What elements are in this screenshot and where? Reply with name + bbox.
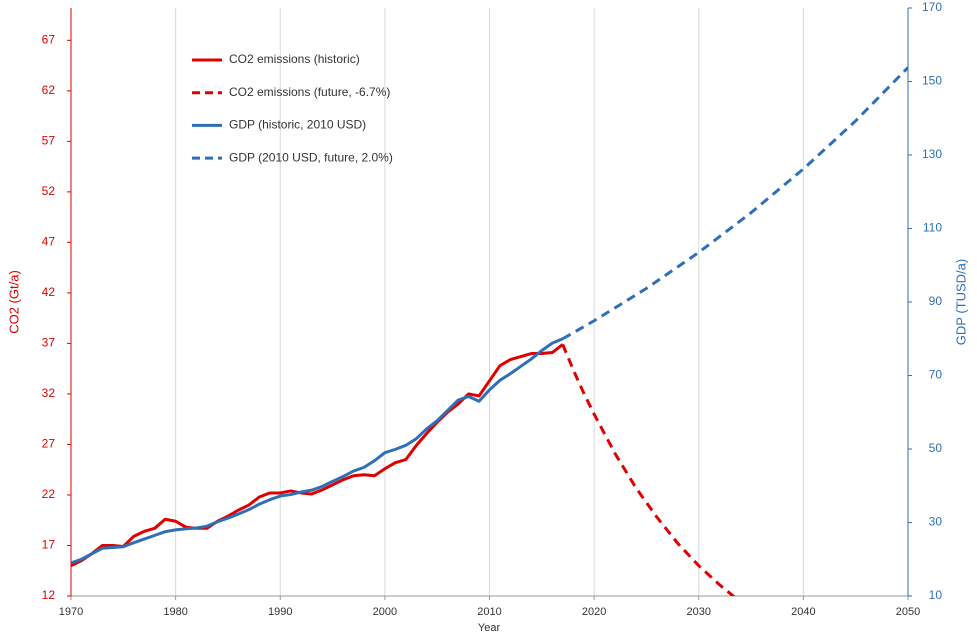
legend-label: CO2 emissions (future, -6.7%) (229, 85, 390, 99)
y-tick-label: 17 (42, 538, 56, 552)
x-tick-label: 1970 (59, 606, 83, 618)
x-tick-label: 1990 (268, 606, 292, 618)
x-axis-label: Year (478, 622, 501, 634)
y-tick-label: 52 (42, 184, 56, 198)
y2-tick-label: 130 (922, 147, 942, 161)
x-tick-label: 2040 (791, 606, 815, 618)
x-tick-label: 2050 (896, 606, 920, 618)
x-tick-label: 2030 (687, 606, 711, 618)
y2-tick-label: 110 (923, 221, 942, 235)
y2-tick-label: 150 (922, 74, 942, 88)
legend-label: GDP (2010 USD, future, 2.0%) (229, 150, 393, 164)
plot-area (71, 66, 908, 596)
series-line (561, 66, 908, 341)
x-tick-label: 1980 (163, 606, 187, 618)
y2-tick-label: 170 (922, 0, 942, 14)
y2-tick-label: 10 (929, 588, 943, 602)
y-tick-label: 47 (42, 235, 56, 249)
y2-axis-label: GDP (TUSD/a) (953, 259, 968, 345)
y2-tick-label: 70 (929, 368, 943, 382)
series-line (71, 343, 564, 568)
y-axis-label: CO2 (Gt/a) (6, 270, 21, 334)
y-tick-label: 32 (42, 386, 56, 400)
x-tick-label: 2020 (582, 606, 606, 618)
y-tick-label: 37 (42, 336, 56, 350)
y-tick-label: 12 (42, 588, 56, 602)
legend-label: GDP (historic, 2010 USD) (229, 118, 366, 132)
y-tick-label: 67 (42, 33, 56, 47)
series-line (71, 337, 564, 565)
y2-tick-label: 30 (929, 515, 943, 529)
x-tick-label: 2010 (477, 606, 501, 618)
y2-tick-label: 50 (929, 441, 943, 455)
y-tick-label: 22 (42, 487, 56, 501)
y-tick-label: 42 (42, 285, 56, 299)
legend-label: CO2 emissions (historic) (229, 52, 360, 66)
y-tick-label: 57 (42, 134, 56, 148)
y-tick-label: 62 (42, 83, 56, 97)
series-line (561, 343, 736, 596)
y-tick-label: 27 (42, 437, 56, 451)
x-tick-label: 2000 (373, 606, 397, 618)
y2-tick-label: 90 (929, 294, 943, 308)
